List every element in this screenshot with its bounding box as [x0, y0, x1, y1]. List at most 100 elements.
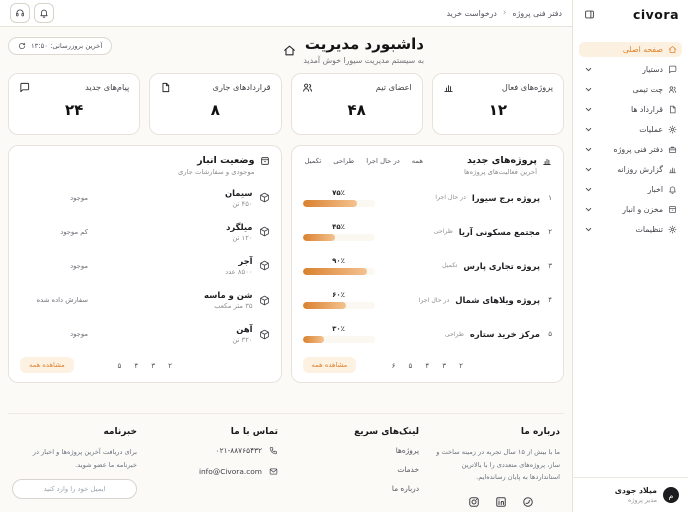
item-name: سیمان: [224, 187, 253, 198]
footer-link-projects[interactable]: پروژه‌ها: [395, 446, 419, 456]
panels-row: پروژه‌های جدید آخرین فعالیت‌های پروژه‌ها…: [8, 145, 564, 384]
topbar: دفتر فنی پروژه ‹ درخواست خرید: [0, 0, 572, 28]
bell-icon: [39, 8, 49, 18]
sidebar-item-team-chat[interactable]: چت تیمی: [579, 82, 682, 97]
bar-chart-icon: [668, 165, 677, 174]
tab-all[interactable]: همه: [411, 157, 423, 166]
tab-in-progress[interactable]: در حال اجرا: [366, 157, 400, 166]
contact-email[interactable]: info@Civora.com: [153, 467, 278, 476]
item-status: کم موجود: [60, 227, 88, 236]
stat-label: پروژه‌های فعال: [501, 82, 553, 93]
users-icon: [668, 85, 677, 94]
newsletter-text: برای دریافت آخرین پروژه‌ها و اخبار در خب…: [32, 448, 137, 469]
chevron-down-icon: [584, 85, 593, 94]
projects-tabs: همه در حال اجرا طراحی تکمیل: [303, 157, 423, 165]
sidebar-item-warehouse[interactable]: مخزن و انبار: [579, 202, 682, 217]
stat-value: ۱۲: [488, 101, 508, 120]
bar-chart-icon: [542, 156, 552, 166]
inventory-row[interactable]: میلگرد ۱۲۰ تن کم موجود: [20, 222, 270, 242]
chevron-down-icon: [584, 105, 593, 114]
gear-icon: [668, 225, 677, 234]
footer-link-about[interactable]: درباره ما: [391, 484, 419, 494]
sidebar-item-label: اخبار: [647, 185, 663, 194]
users-icon: [302, 82, 313, 93]
stats-row: پروژه‌های فعال ۱۲ اعضای تیم ۴۸ قراردادها…: [8, 73, 564, 136]
tab-design[interactable]: طراحی: [333, 157, 355, 166]
project-row[interactable]: ۵ مرکز خرید ستاره طراحی ۳۰٪: [302, 325, 552, 344]
item-quantity: ۱۲۰ تن: [232, 233, 253, 242]
newsletter-email-input[interactable]: [12, 478, 137, 499]
inventory-panel-subtitle: موجودی و سفارشات جاری: [177, 168, 255, 177]
user-name: میلاد جودی: [614, 486, 657, 495]
page-number[interactable]: ۲: [459, 360, 463, 370]
twitter-icon[interactable]: [522, 493, 534, 512]
footer-newsletter-title: خبرنامه: [103, 427, 137, 438]
page-number[interactable]: ۶: [391, 360, 396, 370]
sidebar-toggle-button[interactable]: [582, 7, 597, 22]
support-icon: [15, 8, 25, 18]
support-button[interactable]: [10, 3, 30, 24]
sidebar: civora صفحه اصلی دستیار چت تیمی قرارداد …: [572, 0, 688, 512]
page-number[interactable]: ۵: [408, 360, 413, 370]
projects-view-all-button[interactable]: مشاهده همه: [302, 357, 357, 374]
breadcrumb-item-technical-office[interactable]: دفتر فنی پروژه: [512, 8, 562, 18]
inventory-view-all-button[interactable]: مشاهده همه: [20, 357, 74, 374]
inventory-row[interactable]: سیمان ۴۵۰ تن موجود: [20, 188, 270, 208]
sidebar-item-operations[interactable]: عملیات: [579, 122, 682, 137]
page-number[interactable]: ۳: [442, 360, 447, 370]
last-update-refresh-button[interactable]: آخرین بروزرسانی: ۱۳:۵۰: [8, 37, 113, 56]
sidebar-item-home[interactable]: صفحه اصلی: [579, 42, 682, 57]
sidebar-item-daily-report[interactable]: گزارش روزانه: [579, 162, 682, 177]
chevron-down-icon: [584, 185, 593, 194]
bar-chart-icon: [443, 82, 454, 93]
sidebar-item-assistant[interactable]: دستیار: [579, 62, 682, 77]
sidebar-item-label: صفحه اصلی: [622, 45, 663, 54]
item-status: موجود: [70, 261, 88, 270]
project-row[interactable]: ۱ پروژه برج سیورا در حال اجرا ۷۵٪: [302, 189, 552, 207]
project-row[interactable]: ۲ مجتمع مسکونی آریا طراحی ۴۵٪: [302, 223, 552, 241]
page-number[interactable]: ۴: [134, 360, 139, 370]
inventory-row[interactable]: آجر ۸۵۰۰ عدد موجود: [20, 256, 270, 276]
inventory-row[interactable]: شن و ماسه ۳۵ متر مکعب سفارش داده شده: [20, 290, 270, 310]
progress-bar: ۹۰٪: [302, 257, 375, 275]
chevron-down-icon: [584, 205, 593, 214]
page-number[interactable]: ۲: [168, 360, 172, 370]
page-number[interactable]: ۵: [117, 360, 122, 370]
inventory-row[interactable]: آهن ۳۲۰ تن موجود: [20, 324, 270, 344]
projects-panel-footer: ۲ ۳ ۴ ۵ ۶ مشاهده همه: [302, 356, 553, 374]
notifications-button[interactable]: [34, 3, 54, 24]
project-row[interactable]: ۳ پروژه تجاری پارس تکمیل ۹۰٪: [302, 257, 552, 275]
chevron-down-icon: [584, 145, 593, 154]
footer-link-services[interactable]: خدمات: [397, 465, 419, 475]
item-quantity: ۳۲۰ تن: [232, 336, 253, 345]
project-status: در حال اجرا: [418, 296, 450, 304]
sidebar-item-label: گزارش روزانه: [617, 165, 663, 174]
chevron-down-icon: [584, 65, 593, 74]
sidebar-item-news[interactable]: اخبار: [579, 182, 682, 197]
stat-label: اعضای تیم: [375, 82, 412, 93]
gear-icon: [668, 125, 677, 134]
page-number[interactable]: ۳: [151, 360, 156, 370]
user-profile[interactable]: م میلاد جودی مدیر پروژه: [573, 477, 688, 512]
box-icon: [668, 205, 677, 214]
sidebar-item-contracts[interactable]: قرارداد ها: [579, 102, 682, 117]
linkedin-icon[interactable]: [495, 493, 507, 512]
page-number[interactable]: ۴: [425, 360, 430, 370]
home-icon: [283, 44, 296, 57]
chevron-down-icon: [584, 225, 593, 234]
project-row[interactable]: ۴ پروژه ویلاهای شمال در حال اجرا ۶۰٪: [302, 291, 552, 310]
brand-logo: civora: [632, 7, 679, 22]
sidebar-item-settings[interactable]: تنظیمات: [579, 222, 682, 237]
instagram-icon[interactable]: [468, 493, 480, 512]
tab-complete[interactable]: تکمیل: [304, 157, 322, 166]
document-icon: [160, 82, 171, 93]
project-number: ۵: [548, 330, 552, 339]
projects-panel: پروژه‌های جدید آخرین فعالیت‌های پروژه‌ها…: [290, 145, 564, 384]
sidebar-item-technical-office[interactable]: دفتر فنی پروژه: [579, 142, 682, 157]
breadcrumb-item-purchase-request[interactable]: درخواست خرید: [446, 8, 497, 18]
inventory-panel-footer: ۲ ۳ ۴ ۵ مشاهده همه: [20, 356, 270, 374]
phone-number: ۰۲۱-۸۸۷۶۵۴۳۲: [215, 446, 262, 456]
item-status: سفارش داده شده: [36, 296, 88, 305]
avatar: م: [663, 487, 679, 503]
contact-phone[interactable]: ۰۲۱-۸۸۷۶۵۴۳۲: [153, 446, 278, 455]
